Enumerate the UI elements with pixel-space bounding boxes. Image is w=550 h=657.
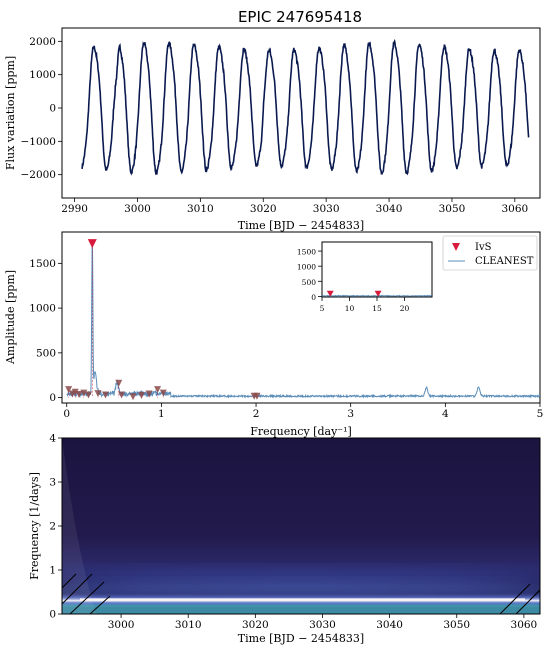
periodogram-xlabel: Frequency [day⁻¹] (250, 425, 352, 438)
wavelet-xtick-label: 3030 (309, 619, 336, 631)
ivs-marker (154, 386, 162, 394)
inset-cleanest-line (321, 294, 432, 298)
light-curve-ytick-label: 1000 (29, 69, 56, 81)
ivs-marker (129, 393, 137, 401)
ivs-marker (102, 391, 110, 399)
periodogram-legend: IvS CLEANEST (442, 235, 538, 271)
periodogram-ytick-label: 0 (49, 392, 56, 404)
periodogram-xtick-label: 5 (537, 408, 544, 420)
wavelet-xlabel: Time [BJD − 2454833] (238, 632, 364, 645)
wavelet-ylabel: Frequency [1/days] (28, 472, 41, 580)
periodogram-xtick-label: 3 (347, 408, 354, 420)
inset-xtick-label: 10 (345, 304, 355, 313)
inset-ytick-label: 500 (302, 278, 317, 287)
inset-xtick-label: 20 (400, 304, 410, 313)
wavelet-ytick-label: 0 (49, 609, 56, 621)
wavelet-panel: 3000 3010 3020 3030 3040 3050 3060 0 1 2 3 4 Time [… (28, 433, 541, 645)
wavelet-band-mid (62, 582, 540, 594)
light-curve-xtick-label: 3020 (250, 203, 277, 215)
periodogram-xtick-label: 1 (158, 408, 165, 420)
light-curve-xtick-label: 3040 (376, 203, 403, 215)
cone-hatch-line (62, 573, 77, 589)
wavelet-band-upper (62, 569, 540, 581)
ivs-marker (145, 390, 153, 398)
wavelet-xtick-label: 3040 (376, 619, 403, 631)
cone-hatch-line (62, 573, 93, 605)
chart-title: EPIC 247695418 (238, 8, 362, 26)
wavelet-xtick-label: 3010 (175, 619, 202, 631)
wavelet-xtick-label: 3020 (242, 619, 269, 631)
inset-xtick-label: 15 (372, 304, 382, 313)
cone-hatch-line (89, 595, 111, 614)
periodogram-ytick-label: 1500 (29, 258, 56, 270)
periodogram-ylabel: Amplitude [ppm] (4, 270, 17, 365)
wavelet-ytick-label: 4 (49, 433, 56, 445)
wavelet-xtick-label: 3000 (108, 619, 135, 631)
wavelet-floor (62, 605, 540, 614)
wavelet-ytick-label: 2 (49, 521, 56, 533)
light-curve-xtick-label: 3050 (439, 203, 466, 215)
periodogram-ytick-label: 500 (36, 347, 56, 359)
light-curve-ytick-label: 2000 (29, 36, 56, 48)
light-curve-xtick-label: 3030 (313, 203, 340, 215)
inset-frame (321, 241, 433, 298)
light-curve-xtick-label: 2990 (61, 203, 88, 215)
legend-ivs-label: IvS (475, 242, 492, 253)
ivs-marker (94, 390, 102, 398)
light-curve-xtick-label: 3000 (124, 203, 151, 215)
periodogram-inset: 5 10 15 20 0 500 1000 1500 (297, 241, 433, 313)
wavelet-ytick-label: 1 (49, 565, 56, 577)
periodogram-xtick-label: 2 (253, 408, 260, 420)
light-curve-series-line (81, 38, 530, 176)
inset-ytick-label: 1500 (297, 248, 316, 257)
light-curve-xtick-label: 3060 (501, 203, 528, 215)
light-curve-frame (61, 27, 541, 199)
light-curve-panel: 2990 3000 3010 3020 3030 3040 3050 3060 −2000 −10… (4, 27, 541, 232)
ivs-marker (85, 391, 93, 399)
inset-ivs-marker (326, 290, 334, 297)
cone-hatch-line (529, 589, 540, 601)
light-curve-ytick-label: −1000 (20, 136, 56, 148)
wavelet-xtick-label: 3050 (443, 619, 470, 631)
periodogram-cleanest-line (66, 243, 540, 399)
periodogram-frame (61, 231, 541, 404)
light-curve-xtick-label: 3010 (187, 203, 214, 215)
wavelet-ytick-label: 3 (49, 477, 56, 489)
inset-ivs-marker (374, 290, 382, 297)
light-curve-ytick-label: −2000 (20, 169, 56, 181)
cone-hatch-line (499, 583, 531, 614)
ivs-marker (87, 239, 97, 249)
periodogram-ytick-label: 1000 (29, 303, 56, 315)
periodogram-xtick-label: 0 (63, 408, 70, 420)
legend-cleanest-label: CLEANEST (475, 256, 534, 267)
wavelet-xtick-label: 3060 (511, 619, 538, 631)
cone-hatch-line (69, 581, 105, 614)
ivs-marker (75, 390, 83, 398)
inset-ytick-label: 1000 (297, 263, 316, 272)
ivs-marker (80, 389, 88, 397)
ivs-marker (115, 379, 123, 387)
legend-box (442, 235, 538, 271)
light-curve-ylabel: Flux variation [ppm] (4, 56, 17, 170)
legend-ivs-marker (452, 243, 460, 251)
ivs-marker (138, 391, 146, 399)
light-curve-xlabel: Time [BJD − 2454833] (238, 219, 364, 232)
ivs-marker (253, 392, 261, 400)
ivs-marker (65, 386, 73, 394)
inset-xtick-label: 5 (320, 304, 325, 313)
inset-ytick-label: 0 (311, 293, 316, 302)
cone-left (62, 438, 96, 614)
ivs-marker (71, 388, 79, 396)
periodogram-xtick-label: 4 (442, 408, 449, 420)
ivs-marker (159, 389, 167, 397)
light-curve-ytick-label: 0 (49, 103, 56, 115)
ivs-marker (118, 391, 126, 399)
